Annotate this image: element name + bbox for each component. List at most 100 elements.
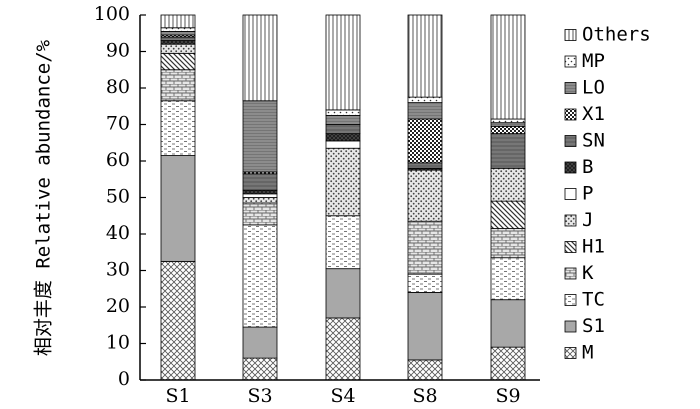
bar-segment-mp-s1 [160,27,196,32]
y-axis-title: 相对丰度 Relative abundance/% [33,39,55,356]
legend-swatch [564,82,577,94]
legend-item-k: K [564,262,594,284]
bar-segment-mp-s9 [490,118,526,124]
bar-segment-tc-s8 [407,273,443,293]
bar-segment-s1-s4 [325,268,361,319]
legend-label: H1 [582,236,605,258]
bar-stack-s9 [490,14,526,381]
legend-label: K [582,262,594,284]
legend-label: X1 [582,103,605,125]
bar-segment-s1-s1 [160,155,196,262]
legend-item-x1: X1 [564,103,605,125]
bar-segment-j-s4 [325,147,361,217]
legend-item-p: P [564,183,593,205]
legend-item-j: J [564,209,593,231]
bar-segment-sn-s9 [490,133,526,169]
legend-label: B [582,156,593,178]
bar-segment-h1-s1 [160,52,196,71]
legend-swatch [564,55,577,68]
legend-swatch [564,241,577,253]
legend-swatch [564,108,577,121]
bar-segment-h1-s9 [490,200,526,229]
x-tick-label: S8 [412,385,437,407]
bar-segment-b-s1 [160,40,196,45]
legend-label: TC [582,289,605,311]
legend-label: SN [582,130,605,152]
y-tick-label: 70 [106,113,130,135]
bar-stack-s4 [325,14,361,381]
bar-segment-m-s3 [242,357,278,381]
bar-segment-lo-s1 [160,31,196,36]
bar-segment-k-s8 [407,220,443,275]
y-tick-label: 100 [94,3,130,25]
bar-segment-others-s4 [325,14,361,111]
bar-segment-m-s4 [325,317,361,381]
bar-segment-mp-s8 [407,96,443,103]
legend-label: M [582,342,593,364]
bar-segment-p-s4 [325,140,361,149]
bar-segment-m-s1 [160,260,196,381]
legend-item-mp: MP [564,50,605,72]
y-tick-label: 10 [106,332,130,354]
bar-segment-sn-s4 [325,124,361,135]
bar-segment-sn-s8 [407,162,443,169]
legend-label: P [582,183,593,205]
y-tick-label: 80 [106,76,130,98]
legend-swatch [564,267,577,280]
y-tick-label: 90 [106,40,130,62]
legend-item-tc: TC [564,289,605,311]
bar-segment-lo-s8 [407,102,443,120]
y-tick-label: 0 [118,368,130,390]
y-axis-label: 相对丰度 Relative abundance/% [33,39,55,356]
y-tick-label: 60 [106,149,130,171]
bar-segment-j-s3 [242,197,278,204]
legend-swatch [564,294,577,306]
legend-item-sn: SN [564,130,605,152]
bar-segment-others-s1 [160,14,196,29]
bar-segment-b-s3 [242,189,278,195]
legend-item-b: B [564,156,593,178]
bar-segment-j-s1 [160,43,196,54]
y-ticks-layer: 0 10 20 30 40 50 60 70 80 90 100 [94,3,146,390]
bar-segment-tc-s3 [242,224,278,328]
legend-swatch [564,214,577,227]
bar-segment-k-s1 [160,69,196,102]
bar-segment-others-s8 [407,14,443,98]
bar-segment-k-s9 [490,228,526,259]
bar-segment-tc-s1 [160,100,196,156]
bar-segment-others-s3 [242,14,278,102]
legend-swatch [564,135,577,147]
bar-stack-s3 [242,14,278,381]
legend-label: LO [582,77,605,99]
y-tick-label: 30 [106,259,130,281]
bar-segment-x1-s8 [407,118,443,164]
bar-segment-s1-s9 [490,299,526,348]
bar-segment-j-s8 [407,169,443,222]
bar-segment-others-s9 [490,14,526,120]
bar-segment-m-s8 [407,359,443,381]
legend: Others MP LO X1 SN BPJ H1 K TC S1 M [564,24,651,364]
legend-swatch [564,161,577,174]
y-tick-label: 20 [106,295,130,317]
legend-item-others: Others [564,24,651,46]
legend-item-lo: LO [564,77,605,99]
bar-segment-s1-s8 [407,291,443,361]
bar-segment-sn-s3 [242,173,278,191]
x-tick-label: S9 [495,385,520,407]
legend-label: J [582,209,593,231]
bar-segment-lo-s3 [242,100,278,173]
bar-segment-x1-s9 [490,125,526,135]
legend-swatch [564,188,577,200]
legend-swatch [564,320,577,333]
y-tick-label: 50 [106,186,130,208]
legend-item-s1: S1 [564,315,605,337]
bar-segment-mp-s4 [325,109,361,116]
bar-stack-s8 [407,14,443,381]
x-tick-label: S4 [330,385,355,407]
bar-segment-m-s9 [490,346,526,381]
x-tick-label: S3 [247,385,272,407]
bar-segment-lo-s4 [325,114,361,125]
bars-layer [160,14,526,381]
bar-segment-j-s9 [490,167,526,202]
